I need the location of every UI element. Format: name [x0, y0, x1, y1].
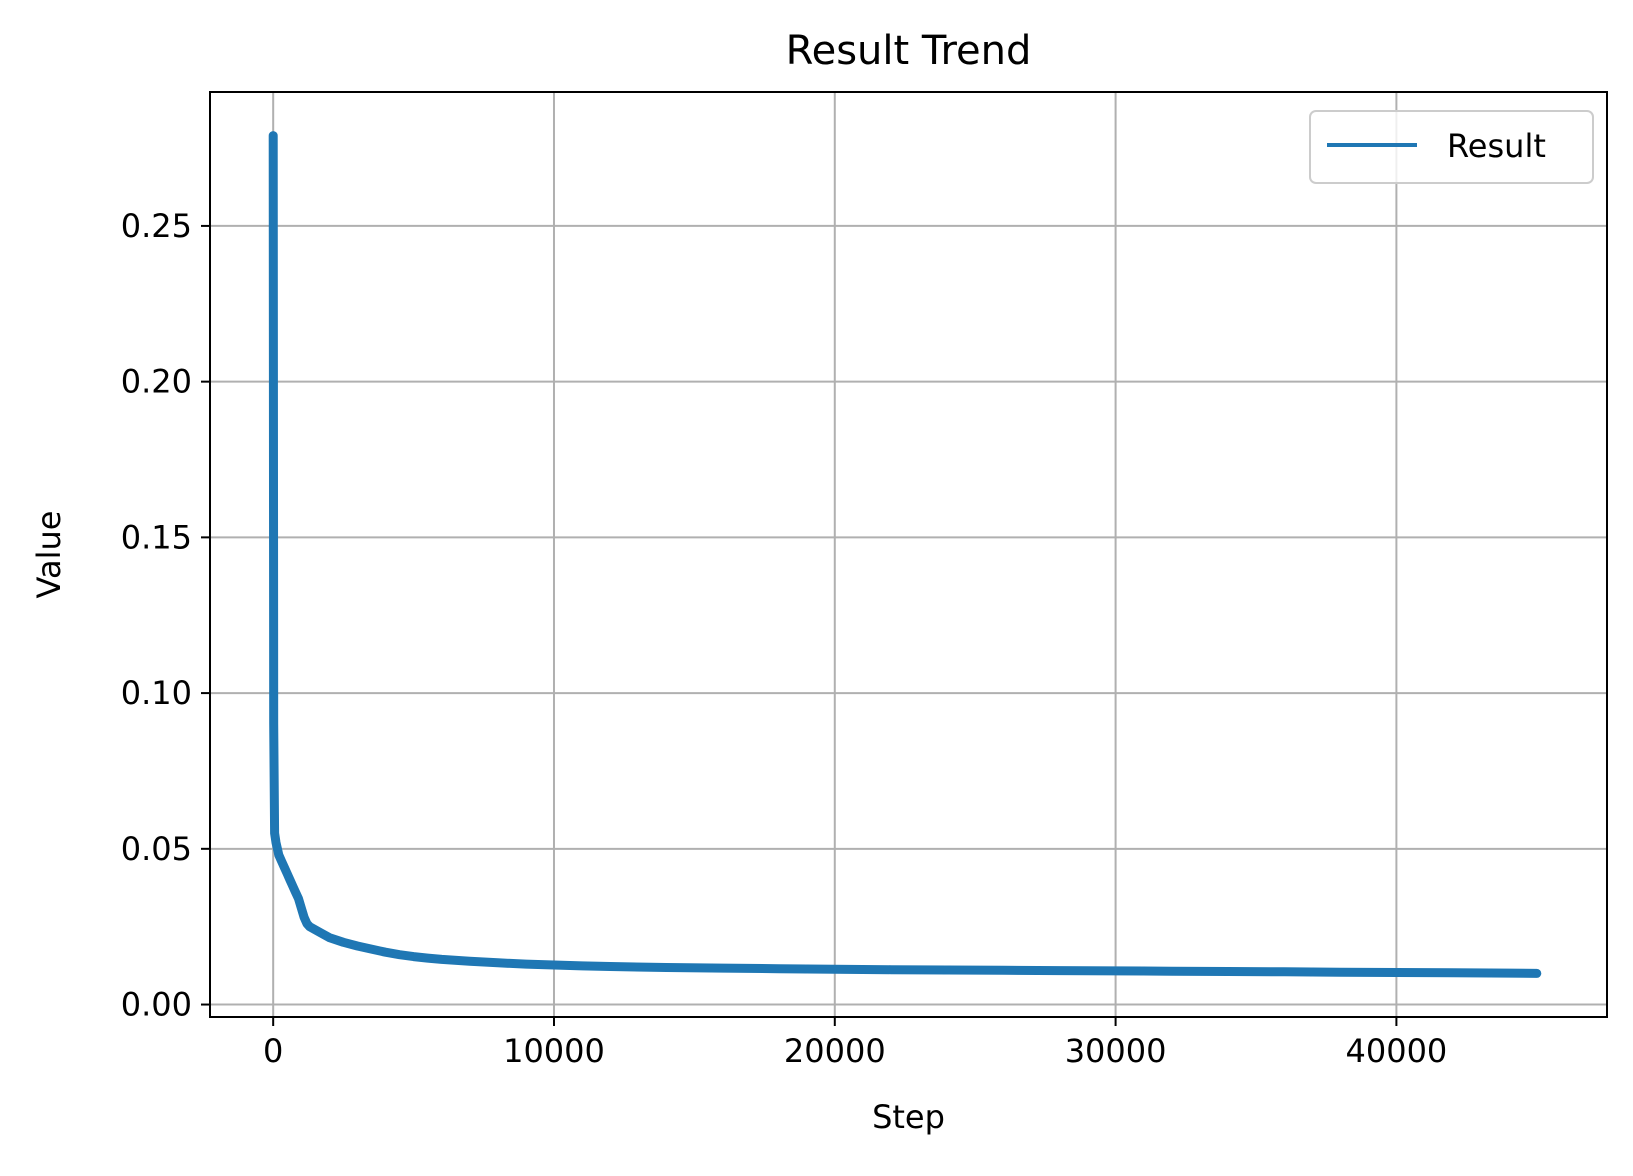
y-tick-label: 0.15: [121, 518, 192, 556]
x-tick-label: 20000: [784, 1032, 886, 1070]
y-tick-label: 0.20: [121, 363, 192, 401]
legend-label-result: Result: [1447, 127, 1546, 165]
y-axis-label: Value: [30, 511, 68, 599]
x-tick-label: 0: [263, 1032, 283, 1070]
legend: Result: [1310, 111, 1593, 183]
x-tick-label: 30000: [1065, 1032, 1167, 1070]
x-axis-label: Step: [872, 1098, 945, 1136]
y-tick-label: 0.05: [121, 830, 192, 868]
y-tick-label: 0.25: [121, 207, 192, 245]
y-tick-label: 0.00: [121, 986, 192, 1024]
x-tick-label: 40000: [1345, 1032, 1447, 1070]
y-tick-label: 0.10: [121, 674, 192, 712]
chart-title: Result Trend: [786, 28, 1032, 74]
plot-area: [210, 92, 1607, 1017]
x-tick-label: 10000: [503, 1032, 605, 1070]
